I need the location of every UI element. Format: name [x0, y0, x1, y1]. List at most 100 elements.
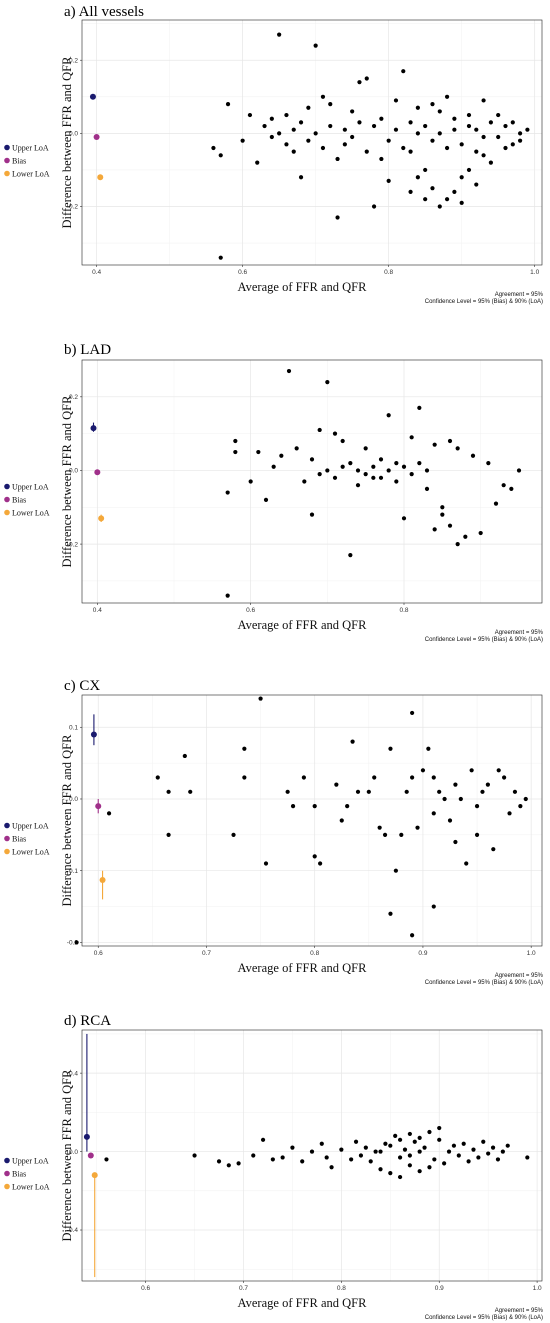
chart-title: d) RCA — [64, 1013, 111, 1029]
data-point — [397, 1174, 403, 1180]
data-point — [440, 505, 445, 510]
data-point — [437, 1125, 442, 1131]
data-point — [493, 501, 499, 506]
legend-swatch — [4, 483, 10, 490]
data-point — [357, 120, 362, 125]
data-point — [393, 98, 399, 103]
legend-label: Upper LoA — [12, 143, 49, 152]
data-point — [481, 134, 486, 140]
bias-marker — [95, 803, 102, 810]
legend-swatch — [4, 170, 10, 177]
data-point — [466, 167, 472, 173]
data-point — [446, 1149, 452, 1154]
x-tick-label: 0.6 — [238, 269, 247, 276]
x-tick-label: 0.6 — [246, 607, 255, 614]
data-point — [452, 127, 457, 132]
data-point — [324, 1155, 329, 1160]
lower-loa-marker — [99, 877, 106, 884]
x-tick-label: 0.8 — [384, 269, 393, 276]
data-point — [410, 775, 415, 780]
data-point — [284, 112, 289, 118]
data-point — [386, 178, 391, 183]
data-point — [470, 453, 476, 458]
x-axis-title: Average of FFR and QFR — [238, 280, 368, 294]
x-axis-title: Average of FFR and QFR — [238, 961, 368, 975]
data-point — [364, 149, 369, 154]
y-tick-label: 0.4 — [69, 1070, 78, 1077]
legend-swatch — [4, 144, 10, 151]
data-point — [233, 438, 238, 444]
data-point — [373, 1149, 378, 1154]
data-point — [357, 80, 362, 85]
upper-loa-marker — [90, 731, 97, 738]
data-point — [488, 120, 493, 125]
data-points — [74, 696, 528, 945]
data-point — [271, 464, 276, 469]
data-point — [306, 138, 311, 143]
legend-label: Lower LoA — [12, 1182, 50, 1191]
data-point — [269, 116, 274, 121]
data-point — [501, 483, 506, 488]
data-point — [294, 446, 299, 451]
data-point — [408, 120, 413, 125]
data-point — [509, 486, 514, 491]
data-point — [284, 142, 289, 147]
data-point — [106, 811, 112, 816]
data-point — [423, 167, 428, 173]
data-point — [459, 175, 464, 180]
data-point — [242, 775, 247, 780]
legend-swatch — [4, 157, 10, 164]
data-point — [332, 475, 338, 480]
data-point — [525, 1155, 530, 1160]
data-point — [335, 215, 340, 220]
data-point — [155, 775, 160, 780]
x-axis-title: Average of FFR and QFR — [238, 1296, 368, 1310]
data-point — [481, 1139, 486, 1144]
legend-swatch — [4, 1170, 10, 1177]
data-point — [394, 460, 399, 466]
data-point — [407, 1131, 412, 1137]
data-point — [503, 123, 508, 129]
data-point — [258, 696, 263, 701]
data-points — [211, 32, 530, 260]
data-point — [248, 479, 253, 484]
data-point — [302, 479, 307, 484]
data-point — [437, 131, 442, 136]
data-point — [394, 479, 399, 484]
data-point — [491, 847, 496, 852]
data-point — [459, 142, 464, 147]
y-tick-label: -0.4 — [67, 1227, 79, 1234]
data-point — [379, 156, 384, 162]
data-point — [401, 145, 406, 151]
data-point — [495, 1157, 501, 1162]
data-point — [379, 116, 384, 121]
data-point — [420, 768, 426, 773]
y-axis-title: Difference between FFR and QFR — [60, 395, 74, 568]
data-point — [415, 175, 420, 180]
data-point — [505, 1143, 510, 1148]
data-point — [401, 464, 407, 469]
caption-confidence: Confidence Level = 95% (Bias) & 90% (LoA… — [425, 1315, 543, 1321]
data-point — [350, 109, 355, 114]
caption-agreement: Agreement = 95% — [495, 630, 544, 636]
data-point — [430, 138, 435, 143]
data-point — [364, 76, 369, 81]
data-point — [471, 1147, 476, 1152]
data-point — [260, 1137, 266, 1142]
data-point — [410, 933, 415, 938]
plot-area — [82, 1030, 542, 1281]
x-tick-label: 0.8 — [337, 1285, 346, 1292]
data-point — [388, 911, 393, 916]
data-point — [424, 486, 430, 491]
caption-confidence: Confidence Level = 95% (Bias) & 90% (LoA… — [425, 980, 543, 986]
data-point — [339, 818, 344, 823]
data-point — [317, 472, 322, 477]
data-point — [458, 796, 463, 802]
data-point — [452, 116, 457, 121]
data-point — [512, 789, 518, 794]
plot-area — [82, 20, 542, 265]
data-point — [427, 1165, 432, 1170]
data-point — [236, 1161, 241, 1166]
caption-agreement: Agreement = 95% — [495, 292, 544, 298]
